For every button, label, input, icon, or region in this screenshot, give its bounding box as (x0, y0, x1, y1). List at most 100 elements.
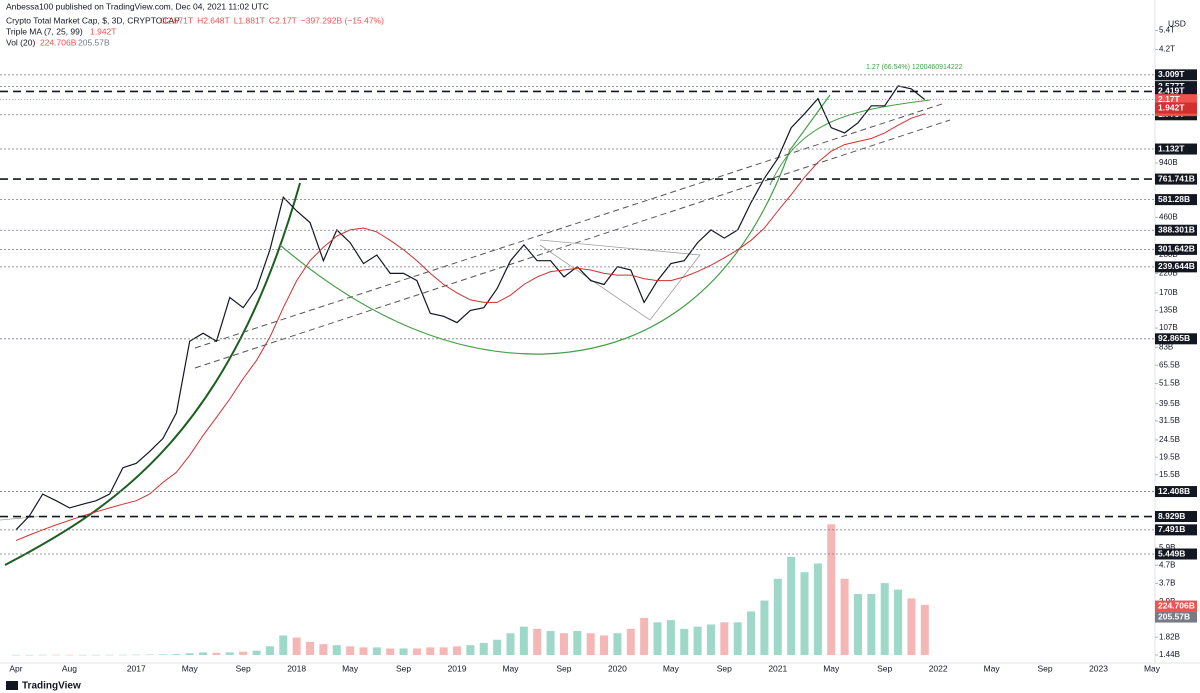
volume-bar (78, 654, 87, 656)
y-tick-label: 19.5B (1159, 452, 1180, 461)
fib-annotation: 1.27 (66.54%) 1200460914222 (866, 64, 963, 71)
currency: USD (1168, 18, 1186, 28)
y-tick-label: 1.44B (1159, 650, 1180, 659)
y-tick-label: 31.5B (1159, 416, 1180, 425)
footer-logo-text: TradingView (22, 681, 81, 692)
level-badge-text: 2.419T (1158, 86, 1185, 96)
x-tick-label: 2017 (127, 663, 146, 673)
level-badge (1155, 224, 1197, 236)
ma-badge (1155, 102, 1197, 114)
level-badge-text: 8.929B (1158, 511, 1185, 521)
volume-bar (773, 578, 782, 655)
vol-ma-badge (1155, 611, 1197, 623)
level-badge-text: 1.132T (1158, 143, 1185, 153)
volume-bar (185, 653, 194, 655)
volume-bar (225, 652, 234, 655)
volume-bar (613, 633, 622, 655)
volume-bar (867, 594, 876, 655)
x-tick-label: 2020 (608, 663, 627, 673)
volume-bar (292, 637, 301, 655)
volume-bar (332, 645, 341, 655)
x-tick-label: May (663, 663, 680, 673)
y-tick-label: 5.9B (1159, 543, 1175, 552)
triangle-drawing (539, 239, 701, 321)
volume-bar (666, 620, 675, 655)
volume-bar (546, 631, 555, 655)
x-tick-label: Sep (877, 663, 892, 673)
level-badge-text: 3.009T (1158, 69, 1185, 79)
level-badge (1155, 194, 1197, 206)
x-tick-label: May (502, 663, 519, 673)
volume-bar (813, 563, 822, 655)
x-tick-label: Aug (62, 663, 77, 673)
volume-bar (12, 654, 20, 656)
drawings (0, 94, 951, 566)
volume-bar (907, 598, 916, 655)
y-tick-label: 170B (1159, 288, 1178, 297)
x-tick-label: 2023 (1089, 663, 1108, 673)
volume-bar (853, 594, 862, 655)
volume-bar (38, 654, 47, 656)
level-badge (1155, 333, 1197, 345)
volume-bar (265, 646, 274, 655)
x-tick-label: May (1144, 663, 1161, 673)
last-price-text: 2.17T (1158, 94, 1181, 104)
y-tick-label: 460B (1159, 212, 1178, 221)
level-badge (1155, 85, 1197, 97)
volume-bar (466, 645, 475, 655)
level-badge (1155, 261, 1197, 273)
level-badge (1155, 486, 1197, 498)
y-tick-label: 4.2T (1159, 45, 1175, 54)
volume-bar (439, 647, 448, 655)
volume-bar (720, 622, 729, 655)
level-badge-text: 7.491B (1158, 524, 1185, 534)
level-badge-text: 761.741B (1158, 173, 1195, 183)
y-tick-label: 107B (1159, 323, 1178, 332)
y-tick-label: 24.5B (1159, 435, 1180, 444)
volume-bar (827, 524, 836, 655)
volume-bar (453, 646, 462, 655)
volume-bar (573, 631, 582, 655)
price-line (15, 85, 926, 531)
vol-name: Vol (20) (6, 37, 35, 47)
y-tick-label: 83B (1159, 342, 1173, 351)
volume-bar (600, 635, 609, 655)
x-tick-label: May (342, 663, 359, 673)
volume-bar (706, 624, 715, 655)
volume-bar (306, 641, 315, 655)
volume-bar (239, 651, 248, 655)
vol-badge-text: 224.706B (1158, 600, 1195, 610)
ma-badge-text: 1.942T (1158, 102, 1185, 112)
volume-bar (105, 654, 114, 656)
ohlc-value: H2.648T (197, 15, 230, 25)
level-badge-text: 388.301B (1158, 224, 1195, 234)
volume-bar (145, 654, 154, 656)
volume-bar (626, 628, 635, 655)
volume-bar (586, 633, 595, 655)
volume-bar (760, 600, 769, 655)
ohlc-value: O2.571T (160, 15, 193, 25)
y-tick-label: 135B (1159, 306, 1178, 315)
volume-bar (693, 626, 702, 655)
volume-bar (212, 652, 221, 655)
ma-name: Triple MA (7, 25, 99) (6, 26, 83, 36)
x-tick-label: 2019 (448, 663, 467, 673)
volume-bar (92, 654, 101, 656)
level-badge (1155, 173, 1197, 185)
volume-bar (680, 628, 689, 655)
volume-bar (426, 647, 435, 655)
volume-bar (279, 635, 288, 655)
x-tick-label: Sep (556, 663, 571, 673)
ma-value: 1.942T (90, 26, 116, 36)
ohlc-value: −397.292B (−15.47%) (301, 15, 384, 25)
symbol-title: Crypto Total Market Cap, $, 3D, CRYPTOCA… (6, 15, 180, 25)
level-badge-text: 12.408B (1158, 486, 1190, 496)
volume-bar (359, 647, 368, 655)
volume-bar (920, 604, 929, 655)
level-badge (1155, 524, 1197, 536)
trendline (194, 119, 951, 369)
volume-bar (372, 647, 381, 655)
y-tick-label: 51.5B (1159, 379, 1180, 388)
level-badge-text: 301.642B (1158, 244, 1195, 254)
volume-bar (733, 622, 742, 655)
